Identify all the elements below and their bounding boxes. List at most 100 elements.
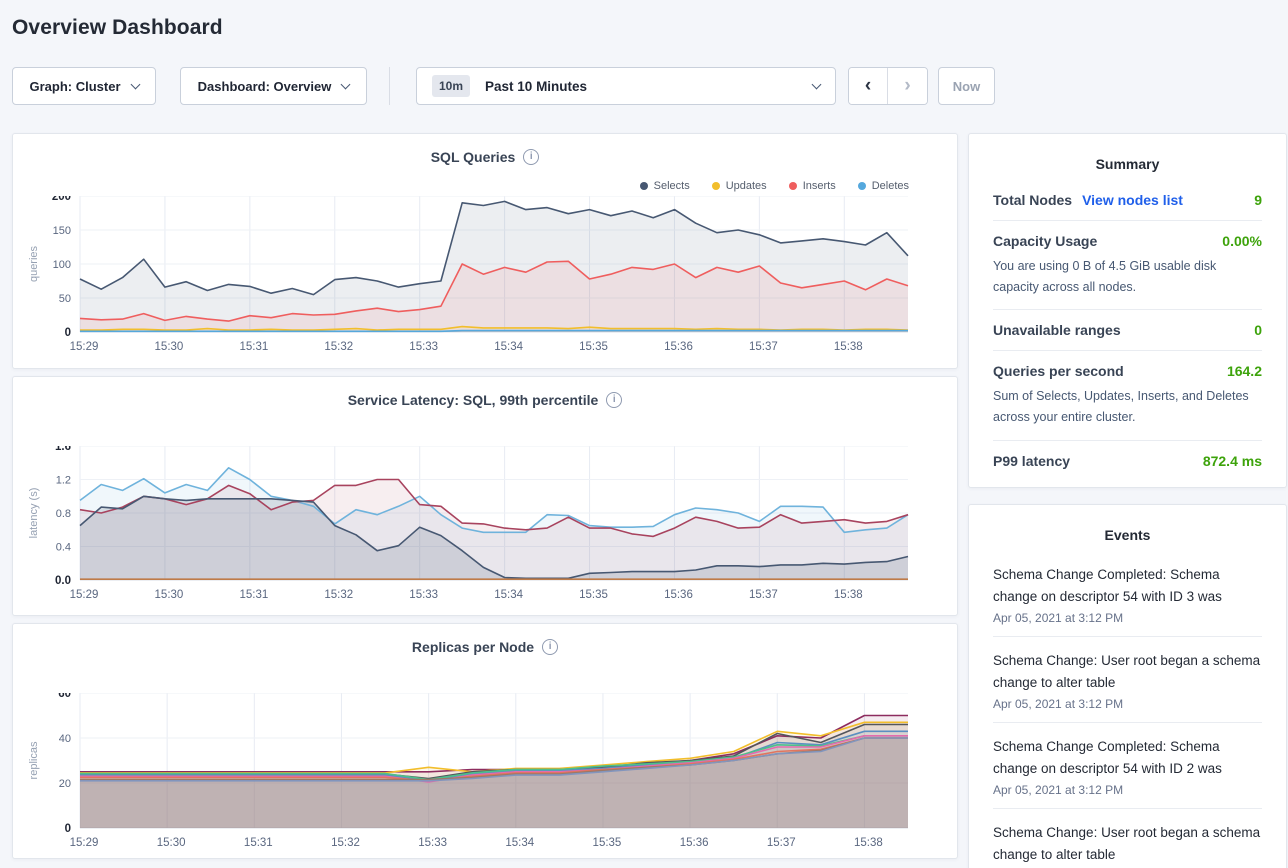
legend-item-inserts[interactable]: Inserts	[788, 180, 836, 192]
svg-text:0.8: 0.8	[56, 508, 71, 520]
summary-rows: Total Nodes View nodes list 9 Capacity Usag…	[969, 180, 1286, 487]
svg-text:200: 200	[52, 196, 71, 203]
svg-text:15:36: 15:36	[680, 837, 709, 849]
svg-text:15:36: 15:36	[664, 589, 693, 601]
legend-label: Updates	[725, 180, 767, 192]
svg-text:15:37: 15:37	[767, 837, 796, 849]
svg-text:0.4: 0.4	[56, 542, 71, 554]
chevron-down-icon	[340, 79, 351, 89]
svg-text:15:29: 15:29	[70, 837, 99, 849]
toolbar: Graph: Cluster Dashboard: Overview 10m P…	[12, 67, 1276, 105]
svg-text:40: 40	[59, 733, 71, 745]
svg-text:0: 0	[65, 823, 71, 835]
events-list: Schema Change Completed: Schema change o…	[969, 551, 1286, 868]
legend-item-selects[interactable]: Selects	[639, 180, 690, 192]
legend-label: Inserts	[802, 180, 836, 192]
svg-text:15:38: 15:38	[834, 589, 863, 601]
summary-row: Total Nodes View nodes list 9	[993, 180, 1262, 221]
svg-text:15:32: 15:32	[324, 341, 353, 353]
events-title: Events	[1104, 526, 1151, 543]
legend-dot-icon	[711, 182, 720, 190]
svg-text:15:30: 15:30	[155, 589, 184, 601]
legend-item-updates[interactable]: Updates	[711, 180, 767, 192]
summary-panel: Summary Total Nodes View nodes list 9 Capac…	[968, 133, 1287, 488]
toolbar-divider	[389, 67, 390, 105]
graph-dropdown[interactable]: Graph: Cluster	[12, 67, 156, 105]
svg-text:15:32: 15:32	[324, 589, 353, 601]
svg-text:20: 20	[59, 778, 71, 790]
time-next-button[interactable]: ›	[888, 68, 927, 104]
time-range-label: Past 10 Minutes	[485, 78, 588, 94]
chevron-down-icon	[130, 79, 140, 89]
svg-text:15:31: 15:31	[244, 837, 273, 849]
service-latency-chart[interactable]: 15:29 15:30 15:31 15:32 15:33 15:34 15:35 15:36…	[13, 446, 959, 610]
info-icon[interactable]: i	[523, 149, 540, 165]
view-nodes-list-link[interactable]: View nodes list	[1082, 192, 1183, 208]
event-text: Schema Change Completed: Schema change o…	[993, 566, 1222, 604]
svg-text:15:32: 15:32	[331, 837, 360, 849]
svg-text:queries: queries	[28, 245, 40, 282]
event-text: Schema Change: User root began a schema …	[993, 652, 1261, 690]
event-timestamp: Apr 05, 2021 at 3:12 PM	[993, 696, 1124, 711]
svg-text:15:31: 15:31	[239, 341, 268, 353]
legend-item-deletes[interactable]: Deletes	[857, 180, 909, 192]
time-range-dropdown[interactable]: 10m Past 10 Minutes	[416, 67, 836, 105]
time-nav-group: ‹ ›	[848, 67, 928, 105]
legend-dot-icon	[857, 182, 866, 190]
svg-text:15:35: 15:35	[593, 837, 622, 849]
time-range-badge: 10m	[432, 75, 471, 97]
event-list-item: Schema Change Completed: Schema change o…	[993, 723, 1262, 809]
event-list-item: Schema Change: User root began a schema …	[993, 637, 1262, 723]
svg-text:15:33: 15:33	[409, 341, 438, 353]
svg-text:15:35: 15:35	[579, 589, 608, 601]
svg-text:15:34: 15:34	[505, 837, 534, 849]
info-icon[interactable]: i	[606, 392, 623, 408]
now-button[interactable]: Now	[938, 67, 995, 105]
svg-text:15:30: 15:30	[155, 341, 184, 353]
svg-text:15:33: 15:33	[418, 837, 447, 849]
sql-queries-chart-panel: SQL Queries i Selects Updates Inserts Delet…	[12, 133, 958, 369]
svg-text:15:36: 15:36	[664, 341, 693, 353]
summary-title: Summary	[1095, 156, 1160, 172]
svg-text:15:34: 15:34	[494, 341, 523, 353]
summary-row-label: Total Nodes	[993, 192, 1073, 208]
summary-row-label: Queries per second	[993, 363, 1124, 380]
svg-text:15:29: 15:29	[70, 589, 99, 601]
svg-text:50: 50	[59, 293, 71, 305]
svg-text:15:29: 15:29	[70, 341, 99, 353]
legend-dot-icon	[788, 182, 797, 190]
summary-row-value: 0.00%	[1222, 233, 1262, 249]
dashboard-dropdown-label: Dashboard: Overview	[197, 78, 332, 94]
svg-text:15:38: 15:38	[834, 341, 863, 353]
service-latency-chart-panel: Service Latency: SQL, 99th percentile i …	[12, 376, 958, 616]
legend-label: Deletes	[871, 180, 909, 192]
summary-row: Capacity Usage 0.00% You are using 0 B of …	[993, 221, 1262, 311]
summary-row-description: Sum of Selects, Updates, Inserts, and De…	[993, 389, 1249, 424]
event-text: Schema Change Completed: Schema change o…	[993, 738, 1222, 776]
legend-dot-icon	[639, 182, 648, 190]
dashboard-dropdown[interactable]: Dashboard: Overview	[180, 67, 367, 105]
summary-row: P99 latency 872.4 ms	[993, 441, 1262, 481]
replicas-per-node-chart[interactable]: 15:29 15:30 15:31 15:32 15:33 15:34 15:35 15:36…	[13, 693, 959, 858]
svg-text:replicas: replicas	[28, 741, 40, 779]
svg-text:0.0: 0.0	[55, 575, 71, 587]
svg-text:15:33: 15:33	[409, 589, 438, 601]
graph-dropdown-label: Graph: Cluster	[29, 78, 121, 94]
svg-text:100: 100	[53, 259, 71, 271]
sql-queries-legend: Selects Updates Inserts Deletes	[639, 180, 909, 192]
svg-text:1.2: 1.2	[56, 475, 71, 487]
summary-row-value: 9	[1254, 192, 1262, 208]
event-text: Schema Change: User root began a schema …	[993, 824, 1261, 862]
svg-text:1.6: 1.6	[55, 446, 71, 453]
event-timestamp: Apr 05, 2021 at 3:12 PM	[993, 610, 1124, 625]
summary-row-value: 0	[1254, 322, 1262, 339]
svg-text:15:34: 15:34	[494, 589, 523, 601]
info-icon[interactable]: i	[542, 639, 559, 655]
chevron-right-icon: ›	[904, 75, 911, 96]
time-prev-button[interactable]: ‹	[849, 68, 888, 104]
page-title: Overview Dashboard	[12, 16, 223, 39]
svg-text:0: 0	[65, 327, 71, 339]
main-content: SQL Queries i Selects Updates Inserts Delet…	[12, 133, 1288, 868]
sql-queries-chart[interactable]: 15:29 15:30 15:31 15:32 15:33 15:34 15:35 15:36…	[13, 196, 959, 362]
summary-row-description: You are using 0 B of 4.5 GiB usable disk…	[993, 259, 1217, 294]
